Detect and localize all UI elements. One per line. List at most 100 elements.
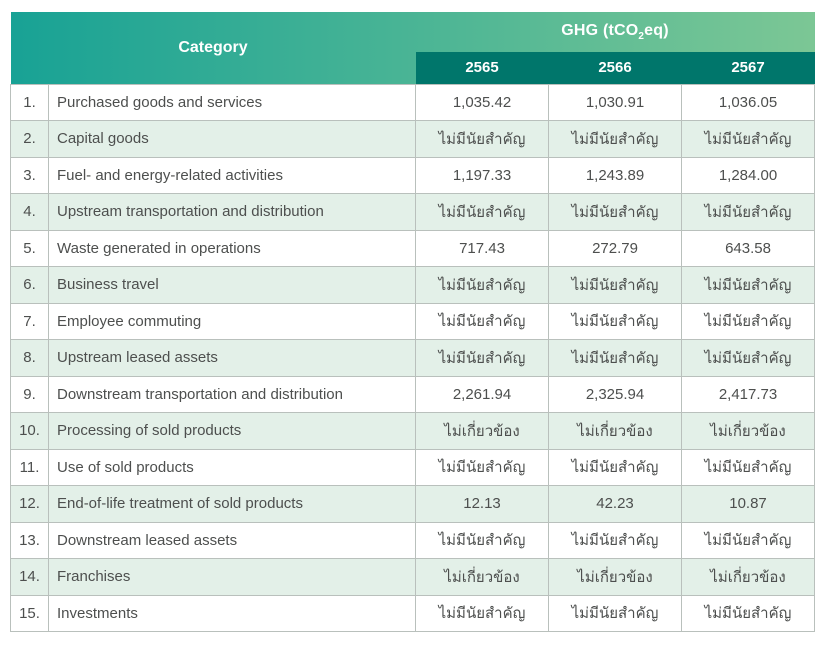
row-category: Capital goods xyxy=(47,120,417,158)
row-value-2565: 2,261.94 xyxy=(415,375,550,413)
row-number: 6. xyxy=(10,266,49,304)
year-header-2567: 2567 xyxy=(681,52,815,84)
table-row: 1. Purchased goods and services 1,035.42… xyxy=(10,83,816,121)
row-number: 7. xyxy=(10,302,49,340)
row-value-2567: 10.87 xyxy=(681,485,816,523)
row-value-2567: 643.58 xyxy=(681,229,816,267)
row-value-2567: ไม่มีนัยสำคัญ xyxy=(681,339,816,377)
row-value-2565: 1,035.42 xyxy=(415,83,550,121)
row-value-2567: 1,036.05 xyxy=(681,83,816,121)
ghg-label-suffix: eq) xyxy=(644,21,669,39)
row-value-2566: 1,030.91 xyxy=(548,83,683,121)
row-category: End-of-life treatment of sold products xyxy=(47,485,417,523)
row-number: 14. xyxy=(10,558,49,596)
row-value-2565: ไม่มีนัยสำคัญ xyxy=(415,521,550,559)
row-value-2567: ไม่เกี่ยวข้อง xyxy=(681,558,816,596)
row-value-2566: 1,243.89 xyxy=(548,156,683,194)
row-value-2566: 272.79 xyxy=(548,229,683,267)
row-value-2567: ไม่มีนัยสำคัญ xyxy=(681,521,816,559)
table-header: Category GHG (tCO2eq) 2565 2566 2567 xyxy=(10,12,815,84)
ghg-emissions-table: Category GHG (tCO2eq) 2565 2566 2567 1. … xyxy=(10,12,816,632)
row-value-2566: ไม่มีนัยสำคัญ xyxy=(548,448,683,486)
row-number: 1. xyxy=(10,83,49,121)
row-value-2567: ไม่มีนัยสำคัญ xyxy=(681,594,816,632)
row-category: Fuel- and energy-related activities xyxy=(47,156,417,194)
row-number: 8. xyxy=(10,339,49,377)
row-number: 5. xyxy=(10,229,49,267)
row-value-2565: ไม่มีนัยสำคัญ xyxy=(415,448,550,486)
row-number: 4. xyxy=(10,193,49,231)
ghg-column-group-header: GHG (tCO2eq) xyxy=(416,12,815,52)
row-value-2567: ไม่มีนัยสำคัญ xyxy=(681,120,816,158)
ghg-label-prefix: GHG (tCO xyxy=(561,21,639,39)
row-number: 15. xyxy=(10,594,49,632)
row-value-2567: ไม่มีนัยสำคัญ xyxy=(681,193,816,231)
row-value-2566: ไม่มีนัยสำคัญ xyxy=(548,266,683,304)
table-row: 6. Business travel ไม่มีนัยสำคัญ ไม่มีนั… xyxy=(10,266,816,304)
row-category: Franchises xyxy=(47,558,417,596)
row-number: 10. xyxy=(10,412,49,450)
table-row: 12. End-of-life treatment of sold produc… xyxy=(10,485,816,523)
row-category: Downstream transportation and distributi… xyxy=(47,375,417,413)
table-row: 11. Use of sold products ไม่มีนัยสำคัญ ไ… xyxy=(10,448,816,486)
row-value-2565: ไม่มีนัยสำคัญ xyxy=(415,120,550,158)
row-value-2566: ไม่มีนัยสำคัญ xyxy=(548,120,683,158)
row-category: Investments xyxy=(47,594,417,632)
row-value-2566: ไม่มีนัยสำคัญ xyxy=(548,339,683,377)
row-category: Purchased goods and services xyxy=(47,83,417,121)
row-value-2565: 717.43 xyxy=(415,229,550,267)
table-row: 4. Upstream transportation and distribut… xyxy=(10,193,816,231)
row-value-2565: ไม่เกี่ยวข้อง xyxy=(415,412,550,450)
row-value-2567: ไม่มีนัยสำคัญ xyxy=(681,448,816,486)
row-category: Downstream leased assets xyxy=(47,521,417,559)
row-number: 13. xyxy=(10,521,49,559)
row-value-2566: ไม่มีนัยสำคัญ xyxy=(548,302,683,340)
row-value-2565: ไม่เกี่ยวข้อง xyxy=(415,558,550,596)
table-row: 10. Processing of sold products ไม่เกี่ย… xyxy=(10,412,816,450)
row-value-2565: ไม่มีนัยสำคัญ xyxy=(415,193,550,231)
row-number: 9. xyxy=(10,375,49,413)
row-number: 2. xyxy=(10,120,49,158)
row-value-2567: ไม่มีนัยสำคัญ xyxy=(681,266,816,304)
row-category: Use of sold products xyxy=(47,448,417,486)
table-row: 3. Fuel- and energy-related activities 1… xyxy=(10,156,816,194)
row-value-2566: 2,325.94 xyxy=(548,375,683,413)
table-row: 7. Employee commuting ไม่มีนัยสำคัญ ไม่ม… xyxy=(10,302,816,340)
row-value-2566: ไม่เกี่ยวข้อง xyxy=(548,558,683,596)
row-category: Upstream leased assets xyxy=(47,339,417,377)
row-value-2566: ไม่มีนัยสำคัญ xyxy=(548,193,683,231)
row-number: 12. xyxy=(10,485,49,523)
row-value-2565: 1,197.33 xyxy=(415,156,550,194)
row-value-2565: ไม่มีนัยสำคัญ xyxy=(415,302,550,340)
table-row: 9. Downstream transportation and distrib… xyxy=(10,375,816,413)
row-value-2567: 1,284.00 xyxy=(681,156,816,194)
year-header-2566: 2566 xyxy=(548,52,682,84)
row-value-2567: ไม่เกี่ยวข้อง xyxy=(681,412,816,450)
table-row: 14. Franchises ไม่เกี่ยวข้อง ไม่เกี่ยวข้… xyxy=(10,558,816,596)
table-row: 15. Investments ไม่มีนัยสำคัญ ไม่มีนัยสำ… xyxy=(10,594,816,632)
year-header-2565: 2565 xyxy=(415,52,549,84)
row-value-2566: ไม่มีนัยสำคัญ xyxy=(548,521,683,559)
row-value-2567: 2,417.73 xyxy=(681,375,816,413)
row-value-2565: ไม่มีนัยสำคัญ xyxy=(415,339,550,377)
row-number: 3. xyxy=(10,156,49,194)
row-number: 11. xyxy=(10,448,49,486)
row-category: Upstream transportation and distribution xyxy=(47,193,417,231)
row-value-2566: ไม่เกี่ยวข้อง xyxy=(548,412,683,450)
table-row: 13. Downstream leased assets ไม่มีนัยสำค… xyxy=(10,521,816,559)
row-category: Business travel xyxy=(47,266,417,304)
row-value-2565: 12.13 xyxy=(415,485,550,523)
row-category: Waste generated in operations xyxy=(47,229,417,267)
row-value-2566: 42.23 xyxy=(548,485,683,523)
category-column-header: Category xyxy=(178,38,248,56)
table-row: 5. Waste generated in operations 717.43 … xyxy=(10,229,816,267)
table-body: 1. Purchased goods and services 1,035.42… xyxy=(10,83,816,632)
ghg-label-subscript: 2 xyxy=(638,31,645,43)
table-row: 8. Upstream leased assets ไม่มีนัยสำคัญ … xyxy=(10,339,816,377)
row-value-2565: ไม่มีนัยสำคัญ xyxy=(415,594,550,632)
table-row: 2. Capital goods ไม่มีนัยสำคัญ ไม่มีนัยส… xyxy=(10,120,816,158)
row-value-2566: ไม่มีนัยสำคัญ xyxy=(548,594,683,632)
row-category: Processing of sold products xyxy=(47,412,417,450)
row-value-2567: ไม่มีนัยสำคัญ xyxy=(681,302,816,340)
